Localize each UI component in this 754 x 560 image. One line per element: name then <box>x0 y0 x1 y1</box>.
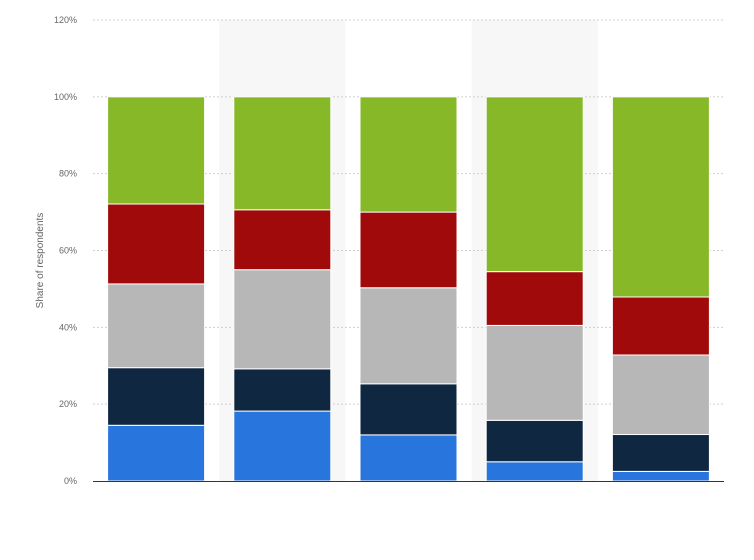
bar-segment[interactable] <box>233 96 332 211</box>
bar-segment[interactable] <box>107 424 206 482</box>
y-tick-label: 0% <box>64 476 77 486</box>
bar-segment[interactable] <box>233 410 332 482</box>
bar-segment[interactable] <box>107 203 206 285</box>
y-axis-label: Share of respondents <box>35 213 46 309</box>
y-tick-label: 40% <box>59 322 77 332</box>
bar-segment[interactable] <box>359 211 458 289</box>
bar-segment[interactable] <box>485 419 584 463</box>
bar-segment[interactable] <box>611 96 710 298</box>
bar-segment[interactable] <box>611 434 710 472</box>
bar-segment[interactable] <box>611 470 710 482</box>
bar-segment[interactable] <box>107 96 206 205</box>
y-axis-tick-labels: 0% 20% 40% 60% 80% 100% 120% <box>54 15 77 486</box>
y-tick-label: 100% <box>54 92 77 102</box>
bar-segment[interactable] <box>359 434 458 482</box>
bar-segment[interactable] <box>359 383 458 436</box>
bar-segment[interactable] <box>485 461 584 482</box>
bar-segment[interactable] <box>107 283 206 369</box>
bar-segment[interactable] <box>359 96 458 213</box>
bar-segment[interactable] <box>485 324 584 421</box>
bar-segment[interactable] <box>359 287 458 385</box>
y-tick-label: 60% <box>59 246 77 256</box>
bar-segments <box>107 96 710 482</box>
y-tick-label: 20% <box>59 399 77 409</box>
bar-segment[interactable] <box>233 269 332 370</box>
y-tick-label: 80% <box>59 169 77 179</box>
bar-segment[interactable] <box>107 367 206 426</box>
y-tick-label: 120% <box>54 15 77 25</box>
bar-segment[interactable] <box>233 209 332 271</box>
bar-segment[interactable] <box>611 296 710 356</box>
bar-segment[interactable] <box>611 354 710 436</box>
bar-segment[interactable] <box>485 271 584 326</box>
bar-segment[interactable] <box>233 368 332 412</box>
bar-segment[interactable] <box>485 96 584 273</box>
